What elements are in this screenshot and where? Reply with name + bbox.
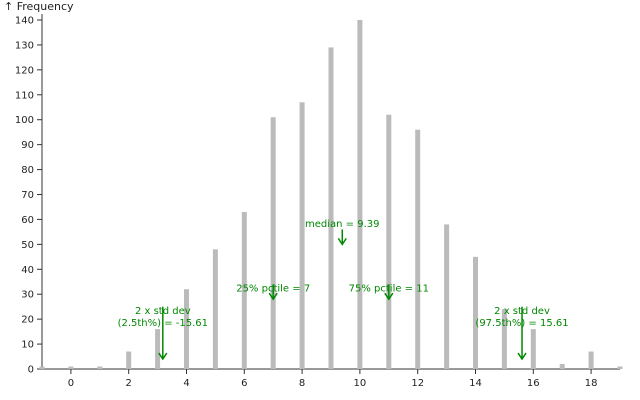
histogram-bar	[126, 351, 132, 369]
histogram-bar	[357, 20, 363, 369]
x-tick-label: 4	[183, 378, 189, 389]
histogram-bar	[241, 211, 247, 369]
x-tick-label: 2	[126, 378, 132, 389]
annotation-label: median = 9.39	[305, 219, 380, 230]
histogram-bar	[444, 224, 450, 369]
annotation-label: 2 x std dev	[135, 306, 191, 317]
annotation-label: (2.5th%) = -15.61	[118, 318, 208, 329]
histogram-bar	[299, 102, 305, 369]
histogram-bar	[415, 129, 421, 369]
y-tick-label: 60	[21, 215, 34, 226]
y-tick-label: 30	[21, 290, 34, 301]
histogram-bar	[559, 364, 565, 369]
bars	[39, 20, 623, 370]
y-tick-label: 40	[21, 265, 34, 276]
annotation-label: 2 x std dev	[494, 306, 550, 317]
x-tick-label: 8	[299, 378, 305, 389]
histogram-bar	[155, 329, 161, 369]
x-tick-label: 16	[527, 378, 540, 389]
histogram-bar	[588, 351, 594, 369]
x-tick-label: 12	[411, 378, 424, 389]
y-tick-label: 80	[21, 165, 34, 176]
annotation-arrowhead	[337, 237, 347, 246]
x-tick-label: 10	[354, 378, 367, 389]
annotation-label: 25% pctile = 7	[236, 284, 310, 295]
histogram-bar	[328, 47, 334, 370]
y-tick-label: 0	[28, 365, 34, 376]
y-tick-label: 20	[21, 315, 34, 326]
y-tick-label: 130	[15, 40, 34, 51]
x-tick-label: 18	[585, 378, 598, 389]
histogram-bar	[386, 114, 392, 369]
histogram-bar	[270, 117, 276, 369]
y-tick-label: 70	[21, 190, 34, 201]
y-tick-label: 10	[21, 340, 34, 351]
y-tick-label: 90	[21, 140, 34, 151]
histogram-bar	[617, 366, 623, 369]
histogram-bar	[212, 249, 218, 369]
axes: 0 10 20 30 40 50 60 70 80 90 100 110 120 130 140 0 2 4 6 8 1…	[15, 14, 620, 389]
x-tick-label: 6	[241, 378, 247, 389]
histogram-bar	[39, 366, 45, 369]
y-tick-label: 110	[15, 90, 34, 101]
y-axis-label: ↑ Frequency	[4, 0, 74, 13]
annotation-arrowhead	[268, 292, 278, 301]
annotation-label: 75% pctile = 11	[349, 284, 429, 295]
annotation-arrowhead	[158, 352, 168, 361]
annotation-arrowhead	[384, 292, 394, 301]
histogram-bar	[530, 329, 536, 369]
y-tick-label: 50	[21, 240, 34, 251]
histogram-bar	[473, 256, 478, 369]
histogram-bar	[97, 366, 103, 369]
y-tick-label: 140	[15, 16, 34, 27]
histogram-bar	[68, 366, 74, 369]
annotation-arrowhead	[517, 352, 527, 361]
histogram-bar	[184, 289, 189, 369]
x-tick-label: 0	[68, 378, 74, 389]
x-tick-label: 14	[469, 378, 482, 389]
y-tick-label: 100	[15, 115, 34, 126]
histogram-bar	[501, 309, 507, 369]
y-tick-label: 120	[15, 65, 34, 76]
annotation-label: (97.5th%) = 15.61	[475, 318, 568, 329]
